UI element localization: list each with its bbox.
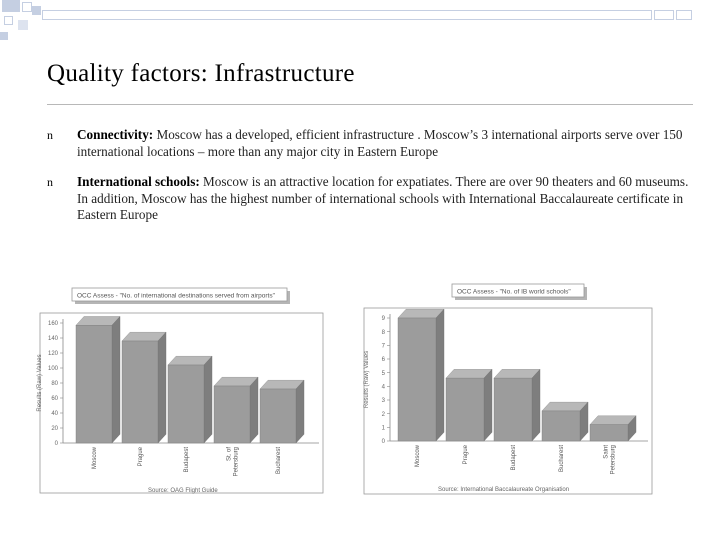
bar [121, 340, 159, 444]
y-tick-label: 3 [382, 398, 386, 404]
chart-source: Source: International Baccalaureate Orga… [438, 487, 569, 493]
y-tick-label: 40 [51, 411, 58, 417]
y-tick-label: 9 [382, 316, 386, 322]
bullet-term: Connectivity: [77, 127, 154, 142]
bullet-marker: n [47, 175, 53, 189]
chart-title-box [451, 283, 585, 298]
y-tick-label: 0 [382, 439, 386, 445]
bar [493, 377, 533, 442]
y-tick-label: 80 [51, 381, 58, 387]
category-label: Moscow [92, 446, 98, 469]
chart-source: Source: OAG Flight Guide [148, 488, 218, 494]
category-label: Prague [138, 446, 144, 466]
bar-side [157, 331, 167, 444]
slide-title: Quality factors: Infrastructure [47, 60, 355, 87]
bar-side [435, 308, 445, 442]
category-label: Budapest [184, 447, 190, 473]
y-tick-label: 20 [51, 426, 58, 432]
category-label: St. of [227, 447, 233, 461]
y-tick-label: 5 [382, 371, 386, 377]
chart-ib-schools: OCC Assess - "No. of IB world schools" 0 1… [363, 283, 653, 495]
y-tick-label: 7 [382, 344, 386, 350]
y-tick-label: 140 [48, 336, 59, 342]
bar [445, 377, 485, 442]
y-tick-label: 1 [382, 426, 386, 432]
y-tick-label: 4 [382, 385, 386, 391]
bullet-text: Moscow is an attractive location for exp… [77, 174, 689, 222]
bar [259, 388, 297, 444]
bar-side [531, 368, 541, 442]
y-tick-label: 60 [51, 396, 58, 402]
bullet-term: International schools: [77, 174, 200, 189]
bar [397, 317, 437, 442]
bar [589, 424, 629, 442]
category-label: Budapest [511, 445, 517, 471]
bar-side [483, 368, 493, 442]
bar [75, 325, 113, 444]
chart-title: OCC Assess - "No. of international desti… [77, 293, 276, 300]
bar-side [249, 376, 259, 444]
y-tick-label: 2 [382, 412, 386, 418]
title-divider [47, 104, 693, 105]
header-decoration-bar [42, 10, 710, 20]
category-label: Petersburg [234, 447, 240, 476]
y-tick-label: 100 [48, 366, 59, 372]
bar-side [111, 315, 121, 444]
category-label: Prague [463, 444, 469, 464]
y-tick-label: 120 [48, 351, 59, 357]
category-label: Bucharest [559, 445, 565, 472]
y-axis-label: Results (Raw) Values [37, 354, 43, 411]
y-tick-label: 0 [55, 441, 59, 447]
category-label: Bucharest [276, 447, 282, 474]
chart-airport-destinations: OCC Assess - "No. of international desti… [37, 287, 324, 494]
y-tick-label: 8 [382, 330, 386, 336]
bar [167, 364, 205, 444]
bullet-text: Moscow has a developed, efficient infras… [77, 127, 683, 159]
bar [213, 385, 251, 444]
y-tick-label: 160 [48, 321, 59, 327]
bullet-connectivity: Connectivity: Moscow has a developed, ef… [77, 127, 692, 160]
category-label: Saint [604, 445, 610, 459]
bar-side [203, 355, 213, 444]
bullet-marker: n [47, 128, 53, 142]
bar-side [295, 379, 305, 444]
category-label: Petersburg [611, 445, 617, 474]
chart-title-box [71, 287, 288, 302]
y-axis-label: Results (Raw) Values [364, 351, 370, 408]
y-tick-label: 6 [382, 357, 386, 363]
bullet-schools: International schools: Moscow is an attr… [77, 174, 692, 224]
category-label: Moscow [415, 444, 421, 467]
bar [541, 410, 581, 442]
chart-title: OCC Assess - "No. of IB world schools" [457, 289, 571, 296]
